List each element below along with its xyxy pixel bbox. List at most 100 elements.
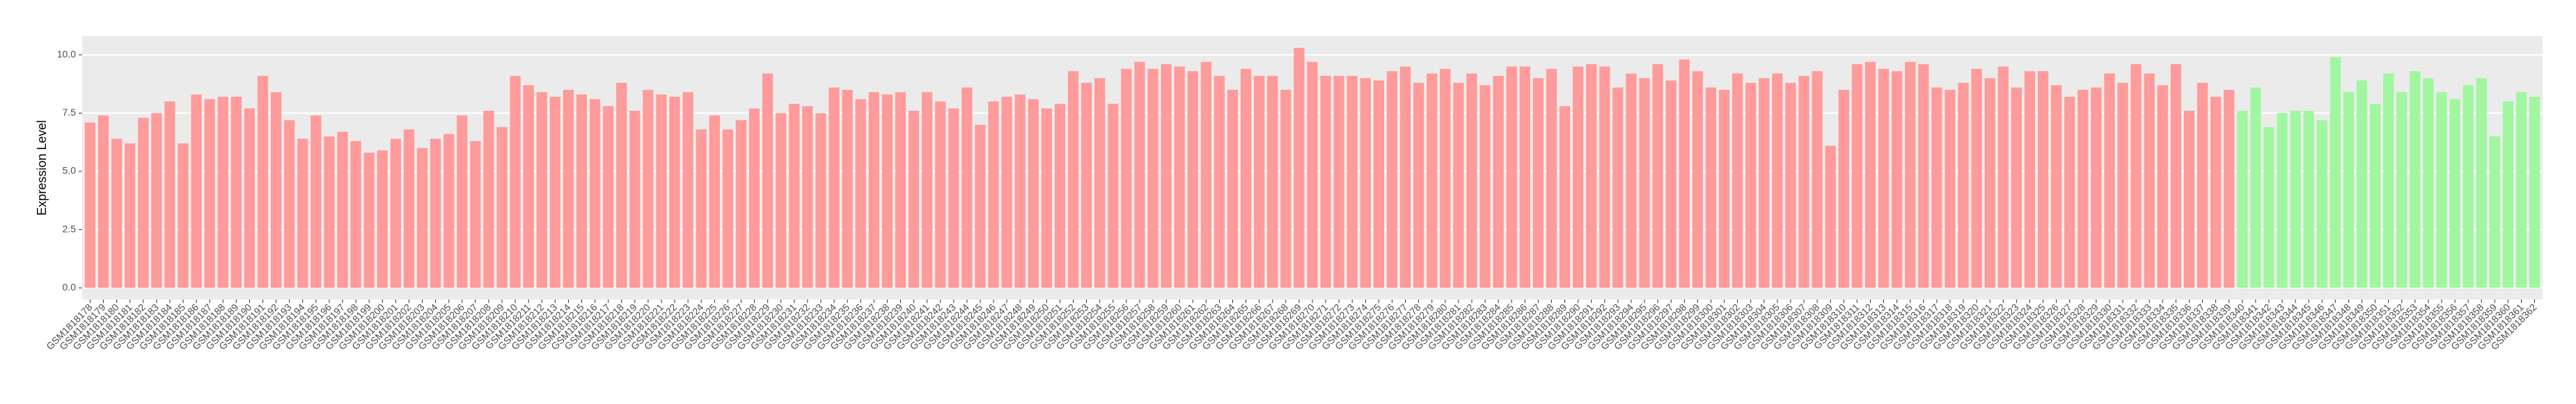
bar	[1745, 82, 1757, 288]
bar	[735, 120, 747, 288]
bar	[1931, 87, 1942, 288]
bar	[1639, 78, 1650, 288]
bar	[563, 89, 574, 288]
bar	[1014, 94, 1026, 288]
bar	[1453, 82, 1464, 288]
bar	[669, 96, 680, 288]
bar	[855, 99, 866, 288]
bar	[2224, 89, 2235, 288]
bar	[1267, 75, 1278, 288]
bar	[1200, 61, 1211, 288]
bar	[2316, 120, 2327, 288]
bar	[536, 92, 547, 288]
bar	[789, 104, 800, 288]
bar	[603, 106, 614, 288]
bar	[629, 111, 641, 288]
bar	[2489, 136, 2500, 288]
bar	[696, 129, 707, 288]
bar	[284, 120, 295, 288]
bar	[1294, 47, 1305, 288]
bar	[2237, 111, 2248, 288]
bar	[1891, 71, 1903, 288]
bar	[1851, 64, 1862, 288]
bar	[297, 139, 308, 288]
bar	[1373, 80, 1385, 288]
bar	[1386, 71, 1398, 288]
bar	[2170, 64, 2181, 288]
bar	[1346, 75, 1358, 288]
bar	[1971, 68, 1982, 288]
bar	[204, 99, 215, 288]
bar	[1081, 82, 1092, 288]
bar	[244, 108, 256, 288]
bar	[1094, 78, 1106, 288]
bar	[2290, 111, 2301, 288]
bar	[1705, 87, 1717, 288]
bar	[523, 85, 534, 288]
bar	[828, 87, 840, 288]
bar	[842, 89, 853, 288]
bar	[2502, 101, 2514, 288]
bar	[616, 82, 627, 288]
bar	[111, 139, 123, 288]
y-tick-label: 7.5	[63, 107, 77, 118]
bar	[961, 87, 973, 288]
bar	[2183, 111, 2195, 288]
bar	[2277, 113, 2288, 288]
bar	[656, 94, 667, 288]
bar	[1161, 64, 1172, 288]
bar	[1067, 71, 1079, 288]
bar	[1692, 71, 1704, 288]
bar	[510, 75, 521, 288]
bar	[576, 94, 588, 288]
bar	[1626, 73, 1637, 288]
bar	[2250, 87, 2261, 288]
y-axis-title: Expression Level	[35, 120, 49, 215]
bar	[1001, 96, 1012, 288]
bar	[1427, 73, 1438, 288]
bar	[416, 148, 428, 288]
bar	[1174, 66, 1185, 288]
bar	[390, 139, 401, 288]
bar	[1307, 61, 1318, 288]
bar	[270, 92, 282, 288]
bar	[1333, 75, 1344, 288]
bar	[1187, 71, 1198, 288]
bar	[1878, 68, 1890, 288]
bar	[2024, 71, 2036, 288]
bar	[2130, 64, 2142, 288]
bar	[1612, 87, 1624, 288]
bar	[1532, 78, 1544, 288]
bar	[1519, 66, 1530, 288]
bar	[97, 115, 109, 288]
bar	[178, 143, 189, 288]
bar	[443, 134, 455, 288]
bar	[1147, 68, 1159, 288]
bar	[138, 118, 149, 288]
bar	[217, 96, 228, 288]
bar	[881, 94, 893, 288]
bar	[975, 125, 986, 288]
bar	[1984, 78, 1995, 288]
bar	[2383, 73, 2394, 288]
bar	[2423, 78, 2434, 288]
bar	[164, 101, 175, 288]
bar	[1041, 108, 1052, 288]
bar	[2410, 71, 2421, 288]
bar	[84, 122, 96, 288]
bar	[2197, 82, 2208, 288]
bar	[2050, 85, 2062, 288]
bar	[1320, 75, 1331, 288]
bar	[948, 108, 959, 288]
bar	[1652, 64, 1663, 288]
bar	[908, 111, 920, 288]
bar	[1227, 89, 1239, 288]
bar	[311, 115, 322, 288]
bar	[1399, 66, 1411, 288]
bar	[2078, 89, 2089, 288]
bar	[2463, 85, 2474, 288]
bar	[350, 141, 361, 288]
bar	[1028, 99, 1039, 288]
bar	[1997, 66, 2009, 288]
bar	[2529, 96, 2540, 288]
